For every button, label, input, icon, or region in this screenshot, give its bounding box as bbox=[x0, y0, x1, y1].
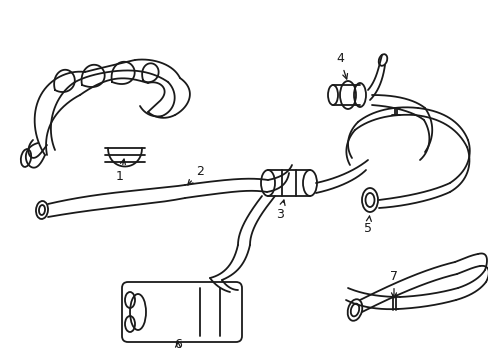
Text: 5: 5 bbox=[363, 216, 371, 235]
Text: 3: 3 bbox=[276, 200, 285, 221]
Text: 7: 7 bbox=[389, 270, 397, 298]
Text: 4: 4 bbox=[335, 52, 347, 79]
Text: 1: 1 bbox=[116, 159, 125, 183]
Text: 2: 2 bbox=[187, 165, 203, 185]
Text: 6: 6 bbox=[174, 338, 182, 351]
